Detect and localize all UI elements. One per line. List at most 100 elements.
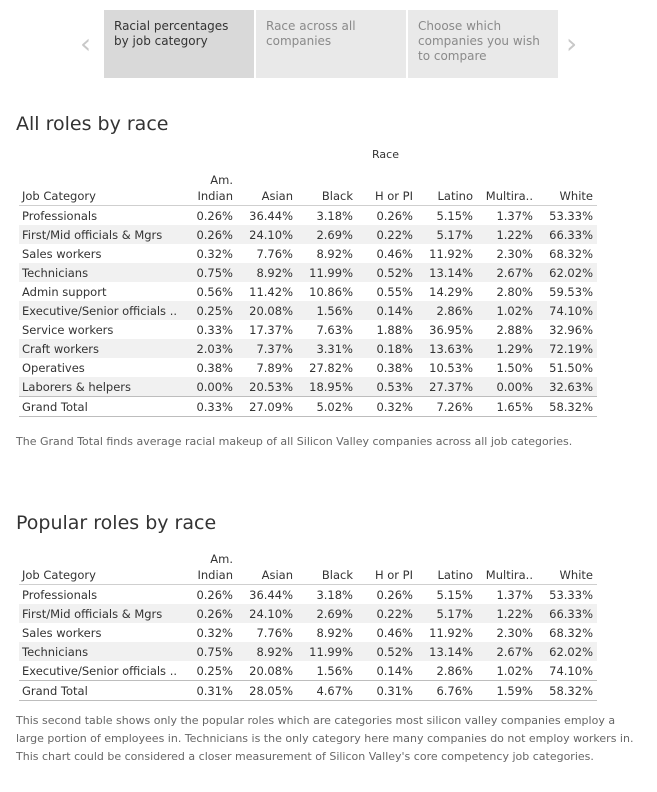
percentage-cell: 2.86%	[436, 303, 473, 318]
grand-total-cell: 5.02%	[316, 399, 353, 414]
chevron-right-icon[interactable]: ›	[566, 27, 578, 60]
column-header: Latino	[437, 568, 473, 582]
table-row[interactable]: Technicians 0.75% 8.92% 11.99% 0.52% 13.14% 2.…	[19, 642, 597, 661]
percentage-cell: 13.14%	[429, 265, 473, 280]
percentage-cell: 7.63%	[316, 322, 353, 337]
percentage-cell: 66.33%	[549, 606, 593, 621]
table-header-row: Job Category Am. Indian Asian Black H or PI L…	[19, 551, 597, 585]
percentage-cell: 0.55%	[376, 284, 413, 299]
grand-total-cell: 28.05%	[249, 683, 293, 698]
percentage-cell: 0.22%	[376, 606, 413, 621]
percentage-cell: 68.32%	[549, 246, 593, 261]
percentage-cell: 11.42%	[249, 284, 293, 299]
job-category-cell: Operatives	[22, 360, 85, 375]
percentage-cell: 0.26%	[196, 208, 233, 223]
percentage-cell: 1.56%	[316, 303, 353, 318]
percentage-cell: 2.03%	[196, 341, 233, 356]
percentage-cell: 20.08%	[249, 303, 293, 318]
percentage-cell: 0.46%	[376, 246, 413, 261]
job-category-cell: Craft workers	[22, 341, 100, 356]
percentage-cell: 20.53%	[249, 379, 293, 394]
column-header: Multira..	[485, 568, 533, 582]
percentage-cell: 20.08%	[249, 663, 293, 678]
all-roles-table: Job Category Am. Indian Asian Black H or PI L…	[19, 172, 597, 417]
percentage-cell: 24.10%	[249, 606, 293, 621]
percentage-cell: 0.26%	[196, 587, 233, 602]
grand-total-row[interactable]: Grand Total 0.31% 28.05% 4.67% 0.31% 6.76% 1.5…	[19, 680, 597, 701]
table-row[interactable]: Professionals 0.26% 36.44% 3.18% 0.26% 5.15% 1…	[19, 206, 597, 226]
percentage-cell: 0.14%	[376, 663, 413, 678]
percentage-cell: 74.10%	[549, 663, 593, 678]
job-category-cell: First/Mid officials & Mgrs	[22, 606, 163, 621]
percentage-cell: 1.02%	[496, 303, 533, 318]
table-row[interactable]: Laborers & helpers 0.00% 20.53% 18.95% 0.53%…	[19, 377, 597, 397]
table-row[interactable]: Service workers 0.33% 17.37% 7.63% 1.88% 36.9…	[19, 320, 597, 339]
percentage-cell: 13.14%	[429, 644, 473, 659]
grand-total-cell: 58.32%	[549, 683, 593, 698]
percentage-cell: 1.50%	[496, 360, 533, 375]
percentage-cell: 74.10%	[549, 303, 593, 318]
percentage-cell: 8.92%	[316, 625, 353, 640]
percentage-cell: 36.44%	[249, 208, 293, 223]
table-row[interactable]: Admin support 0.56% 11.42% 10.86% 0.55% 14.29…	[19, 282, 597, 301]
story-point-3[interactable]: Choose which companies you wish to compa…	[408, 10, 558, 78]
percentage-cell: 11.99%	[309, 265, 353, 280]
percentage-cell: 32.63%	[549, 379, 593, 394]
table-row[interactable]: First/Mid officials & Mgrs 0.26% 24.10% 2.6…	[19, 225, 597, 244]
grand-total-cell: 0.31%	[376, 683, 413, 698]
percentage-cell: 10.86%	[309, 284, 353, 299]
column-header: Asian	[261, 568, 293, 582]
percentage-cell: 0.18%	[376, 341, 413, 356]
percentage-cell: 11.92%	[429, 246, 473, 261]
percentage-cell: 1.37%	[496, 208, 533, 223]
table-row[interactable]: Sales workers 0.32% 7.76% 8.92% 0.46% 11.92% 2…	[19, 623, 597, 642]
grand-total-cell: 58.32%	[549, 399, 593, 414]
percentage-cell: 0.32%	[196, 246, 233, 261]
section-title-popular-roles: Popular roles by race	[16, 512, 217, 534]
job-category-cell: Professionals	[22, 587, 98, 602]
percentage-cell: 36.95%	[429, 322, 473, 337]
story-point-2[interactable]: Race across all companies	[256, 10, 406, 78]
story-point-1[interactable]: Racial percentages by job category	[104, 10, 254, 78]
percentage-cell: 7.89%	[256, 360, 293, 375]
table-row[interactable]: Technicians 0.75% 8.92% 11.99% 0.52% 13.14% 2.…	[19, 263, 597, 282]
table-row[interactable]: Professionals 0.26% 36.44% 3.18% 0.26% 5.15% 1…	[19, 585, 597, 605]
table-row[interactable]: Operatives 0.38% 7.89% 27.82% 0.38% 10.53% 1.5…	[19, 358, 597, 377]
percentage-cell: 8.92%	[256, 644, 293, 659]
percentage-cell: 72.19%	[549, 341, 593, 356]
column-header: Job Category	[22, 568, 96, 582]
percentage-cell: 1.56%	[316, 663, 353, 678]
percentage-cell: 11.92%	[429, 625, 473, 640]
job-category-cell: Technicians	[22, 265, 89, 280]
table-row[interactable]: Executive/Senior officials .. 0.25% 20.08%…	[19, 301, 597, 320]
table-row[interactable]: Sales workers 0.32% 7.76% 8.92% 0.46% 11.92% 2…	[19, 244, 597, 263]
percentage-cell: 0.25%	[196, 663, 233, 678]
percentage-cell: 68.32%	[549, 625, 593, 640]
percentage-cell: 27.82%	[309, 360, 353, 375]
column-header: H or PI	[374, 568, 413, 582]
percentage-cell: 0.52%	[376, 265, 413, 280]
job-category-cell: Sales workers	[22, 625, 102, 640]
job-category-cell: Technicians	[22, 644, 89, 659]
grand-total-label: Grand Total	[22, 683, 88, 698]
percentage-cell: 5.15%	[436, 208, 473, 223]
section-title-all-roles: All roles by race	[16, 113, 169, 135]
percentage-cell: 5.17%	[436, 606, 473, 621]
percentage-cell: 36.44%	[249, 587, 293, 602]
table-row[interactable]: Executive/Senior officials .. 0.25% 20.08%…	[19, 661, 597, 681]
percentage-cell: 13.63%	[429, 341, 473, 356]
job-category-cell: Service workers	[22, 322, 114, 337]
chevron-left-icon[interactable]: ‹	[80, 27, 92, 60]
column-header: Am. Indian	[197, 552, 233, 582]
grand-total-cell: 27.09%	[249, 399, 293, 414]
table-row[interactable]: First/Mid officials & Mgrs 0.26% 24.10% 2.6…	[19, 604, 597, 623]
job-category-cell: First/Mid officials & Mgrs	[22, 227, 163, 242]
table-row[interactable]: Craft workers 2.03% 7.37% 3.31% 0.18% 13.63% 1…	[19, 339, 597, 358]
percentage-cell: 0.33%	[196, 322, 233, 337]
popular-roles-note: This second table shows only the popular…	[16, 714, 634, 763]
table-header-row: Job Category Am. Indian Asian Black H or PI L…	[19, 172, 597, 206]
grand-total-row[interactable]: Grand Total 0.33% 27.09% 5.02% 0.32% 7.26% 1.6…	[19, 396, 597, 417]
percentage-cell: 11.99%	[309, 644, 353, 659]
percentage-cell: 3.31%	[316, 341, 353, 356]
percentage-cell: 8.92%	[316, 246, 353, 261]
